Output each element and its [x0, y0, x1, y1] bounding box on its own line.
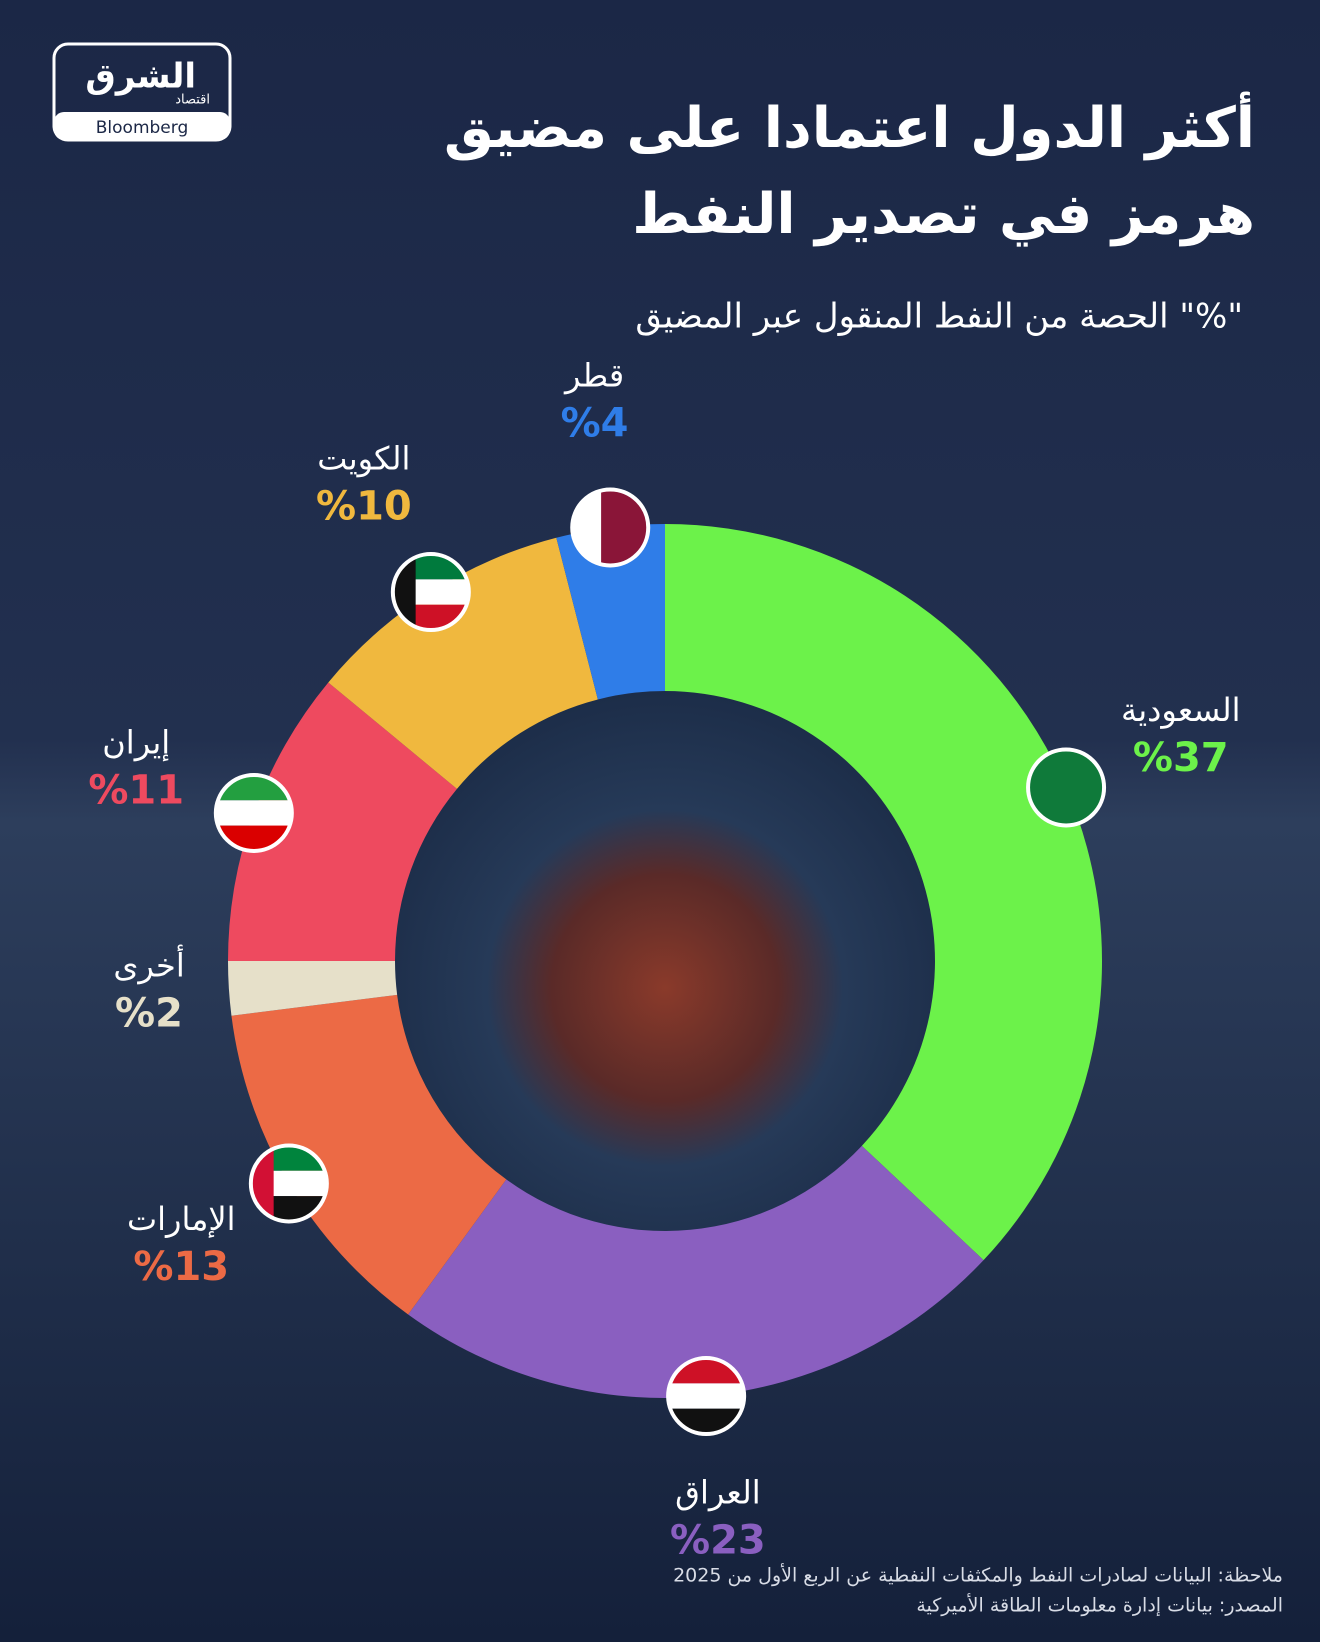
- category-label: إيران: [102, 724, 170, 762]
- donut-slice: [556, 524, 665, 700]
- donut-slice: [665, 524, 1102, 1261]
- source: المصدر: بيانات إدارة معلومات الطاقة الأم…: [916, 1594, 1283, 1618]
- donut-slice: [228, 961, 398, 1016]
- category-label: العراق: [675, 1474, 760, 1512]
- flag: [666, 1356, 747, 1437]
- value-label: %37: [1133, 735, 1229, 781]
- flag: [1026, 747, 1107, 828]
- category-label: السعودية: [1121, 691, 1240, 729]
- logo-partner: Bloomberg: [96, 118, 188, 138]
- flag-stripe: [668, 1383, 745, 1409]
- category-label: الإمارات: [127, 1200, 236, 1238]
- flag-stripe: [215, 800, 292, 826]
- flag-ring: [570, 487, 651, 568]
- flag-ring: [213, 772, 294, 853]
- donut-slice: [328, 537, 598, 789]
- center-image: [395, 691, 935, 1231]
- subtitle: الحصة من النفط المنقول عبر المضيق "%": [635, 297, 1243, 337]
- donut-slice: [231, 994, 507, 1315]
- value-label: %10: [316, 483, 412, 529]
- flag: [390, 552, 471, 633]
- value-label: %13: [133, 1244, 229, 1290]
- logo-tagline: اقتصاد: [175, 93, 210, 108]
- donut-slice: [408, 1145, 984, 1398]
- title-line: أكثر الدول اعتمادا على مضيق: [444, 91, 1255, 161]
- logo: الشرق اقتصاد مع Bloomberg: [52, 42, 232, 142]
- flag-ring: [1026, 747, 1107, 828]
- logo-brand: الشرق: [85, 57, 196, 97]
- category-label: الكويت: [317, 439, 410, 477]
- note: ملاحظة: البيانات لصادرات النفط والمكثفات…: [673, 1564, 1283, 1587]
- flag-stripe: [1028, 749, 1105, 826]
- flag-ring: [248, 1143, 329, 1224]
- donut-slice: [228, 682, 457, 961]
- value-label: %11: [88, 768, 184, 814]
- flag: [213, 772, 294, 853]
- logo-band: [54, 112, 230, 140]
- flag: [570, 487, 651, 568]
- title-line: هرمز في تصدير النفط: [632, 182, 1255, 247]
- category-label: أخرى: [113, 944, 184, 984]
- value-label: %4: [561, 400, 629, 446]
- logo-with: مع: [181, 109, 192, 120]
- flag-ring: [666, 1356, 747, 1437]
- flag: [248, 1143, 329, 1224]
- flag-ring: [390, 552, 471, 633]
- value-label: %2: [115, 990, 183, 1036]
- category-label: قطر: [563, 356, 624, 394]
- value-label: %23: [670, 1518, 766, 1564]
